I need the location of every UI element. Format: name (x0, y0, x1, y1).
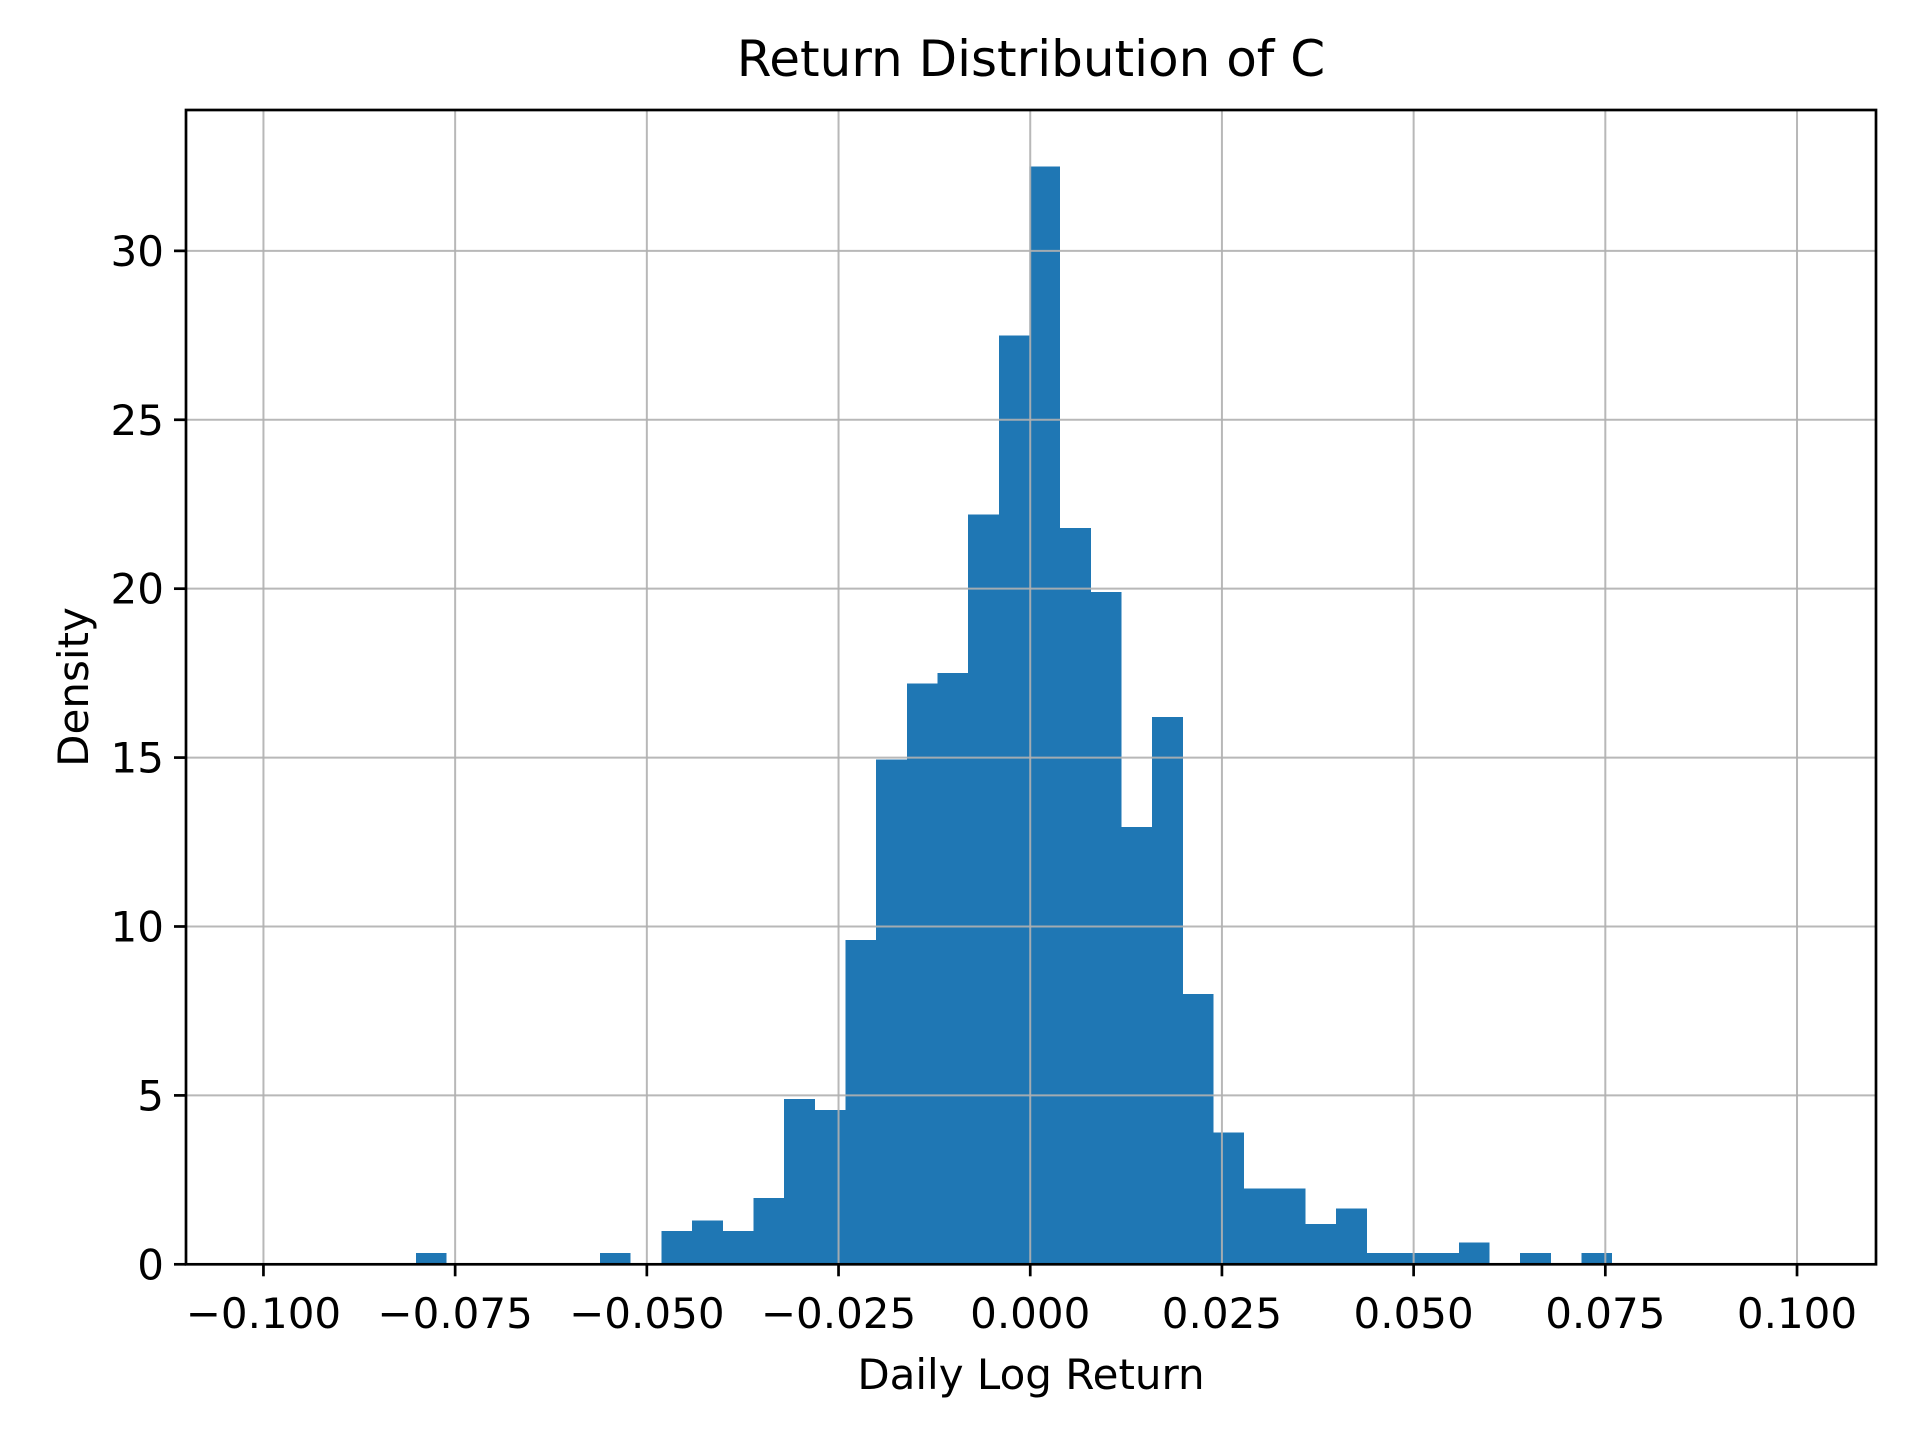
x-tick-label: 0.075 (1545, 1289, 1665, 1338)
histogram-bar (1244, 1188, 1275, 1265)
histogram-bar (1366, 1253, 1398, 1265)
y-tick-label: 20 (111, 565, 164, 614)
histogram-bar (1428, 1253, 1459, 1265)
histogram-bar (1060, 527, 1091, 1265)
histogram-bar (1581, 1253, 1613, 1265)
tick-labels-layer: −0.100 −0.075 −0.050 −0.025 0.000 0.025 0.050 0… (111, 227, 1858, 1338)
x-tick-label: 0.000 (970, 1289, 1090, 1338)
histogram-bar (1305, 1223, 1337, 1265)
y-axis-label: Density (49, 607, 98, 767)
histogram-bar (1029, 166, 1061, 1265)
histogram-bar (845, 940, 877, 1265)
histogram-bar (416, 1253, 447, 1265)
grid-layer (186, 110, 1876, 1265)
histogram-bar (814, 1109, 846, 1265)
x-tick-label: −0.100 (186, 1289, 341, 1338)
histogram-bar (600, 1253, 631, 1265)
y-tick-label: 30 (111, 227, 164, 276)
y-tick-label: 15 (111, 734, 164, 783)
x-tick-label: 0.050 (1354, 1289, 1474, 1338)
histogram-bar (906, 683, 938, 1265)
histogram-bar (1520, 1253, 1551, 1265)
y-tick-label: 0 (137, 1240, 164, 1289)
histogram-bar (1458, 1242, 1490, 1265)
x-tick-label: −0.025 (761, 1289, 916, 1338)
x-tick-label: −0.050 (569, 1289, 724, 1338)
histogram-bar (1336, 1208, 1367, 1265)
histogram-bar (937, 673, 969, 1265)
histogram-bar (1121, 826, 1153, 1265)
histogram-bar (1152, 717, 1183, 1265)
histogram-bar (661, 1231, 693, 1265)
x-tick-label: 0.100 (1737, 1289, 1857, 1338)
histogram-bar (968, 514, 999, 1265)
chart-title: Return Distribution of C (737, 30, 1325, 88)
histogram-bar (784, 1099, 815, 1265)
histogram-bar (1274, 1188, 1306, 1265)
ticks-layer (174, 249, 1799, 1277)
x-tick-label: −0.075 (377, 1289, 532, 1338)
histogram-bar (1213, 1132, 1245, 1265)
x-tick-label: 0.025 (1162, 1289, 1282, 1338)
histogram-bar (722, 1231, 754, 1265)
histogram-bar (692, 1220, 723, 1265)
y-tick-label: 5 (137, 1071, 164, 1120)
histogram-bar (1182, 994, 1214, 1265)
bars-layer (416, 166, 1613, 1265)
histogram-bar (1090, 592, 1122, 1265)
y-tick-label: 25 (111, 396, 164, 445)
histogram-bar (998, 335, 1030, 1265)
histogram-bar (753, 1198, 785, 1265)
histogram-bar (876, 759, 907, 1265)
x-axis-label: Daily Log Return (857, 1350, 1204, 1399)
y-tick-label: 10 (111, 902, 164, 951)
